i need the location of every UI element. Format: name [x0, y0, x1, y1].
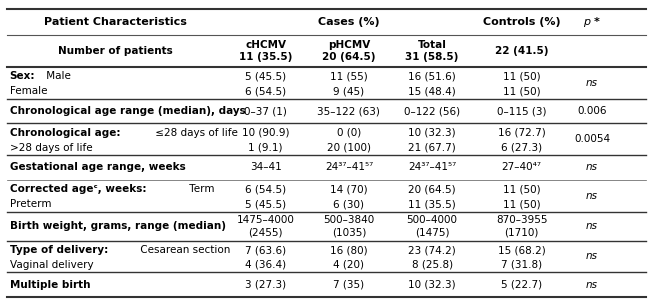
Text: 16 (80): 16 (80) [330, 245, 368, 255]
Text: Number of patients: Number of patients [58, 46, 172, 56]
Text: 35–122 (63): 35–122 (63) [317, 106, 380, 116]
Text: >28 days of life: >28 days of life [10, 143, 92, 153]
Text: 5 (45.5): 5 (45.5) [245, 199, 286, 209]
Text: 11 (55): 11 (55) [330, 72, 368, 82]
Text: 6 (54.5): 6 (54.5) [245, 184, 286, 194]
Text: 1 (9.1): 1 (9.1) [248, 143, 283, 153]
Text: 0–115 (3): 0–115 (3) [497, 106, 547, 116]
Text: 10 (90.9): 10 (90.9) [242, 128, 289, 138]
Text: 0–122 (56): 0–122 (56) [404, 106, 460, 116]
Text: Sex:: Sex: [10, 72, 35, 82]
Text: Patient Characteristics: Patient Characteristics [44, 17, 187, 27]
Text: 34–41: 34–41 [250, 162, 281, 172]
Text: 11 (35.5): 11 (35.5) [408, 199, 456, 209]
Text: ns: ns [586, 251, 598, 261]
Text: ns: ns [586, 280, 598, 290]
Text: ns: ns [586, 78, 598, 88]
Text: 11 (50): 11 (50) [503, 199, 541, 209]
Text: Preterm: Preterm [10, 199, 51, 209]
Text: 5 (22.7): 5 (22.7) [501, 280, 542, 290]
Text: Male: Male [42, 72, 71, 82]
Text: 20 (100): 20 (100) [327, 143, 371, 153]
Text: Term: Term [186, 184, 214, 194]
Text: 14 (70): 14 (70) [330, 184, 368, 194]
Text: 27–40⁴⁷: 27–40⁴⁷ [502, 162, 542, 172]
Text: 15 (68.2): 15 (68.2) [498, 245, 545, 255]
Text: Type of delivery:: Type of delivery: [10, 245, 108, 255]
Text: Female: Female [10, 86, 47, 96]
Text: Chronological age:: Chronological age: [10, 128, 120, 138]
Text: 3 (27.3): 3 (27.3) [245, 280, 286, 290]
Text: 870–3955
(1710): 870–3955 (1710) [496, 215, 547, 237]
Text: 24³⁷–41⁵⁷: 24³⁷–41⁵⁷ [325, 162, 373, 172]
Text: Controls (%): Controls (%) [483, 17, 560, 27]
Text: ns: ns [586, 162, 598, 172]
Text: 7 (35): 7 (35) [333, 280, 364, 290]
Text: Vaginal delivery: Vaginal delivery [10, 260, 93, 270]
Text: Corrected ageᶜ, weeks:: Corrected ageᶜ, weeks: [10, 184, 146, 194]
Text: 6 (54.5): 6 (54.5) [245, 86, 286, 96]
Text: 11 (50): 11 (50) [503, 72, 541, 82]
Text: 8 (25.8): 8 (25.8) [411, 260, 453, 270]
Text: 4 (36.4): 4 (36.4) [245, 260, 286, 270]
Text: pHCMV
20 (64.5): pHCMV 20 (64.5) [322, 40, 375, 62]
Text: 24³⁷–41⁵⁷: 24³⁷–41⁵⁷ [408, 162, 456, 172]
Text: cHCMV
11 (35.5): cHCMV 11 (35.5) [239, 40, 293, 62]
Text: Multiple birth: Multiple birth [10, 280, 90, 290]
Text: 16 (72.7): 16 (72.7) [498, 128, 545, 138]
Text: 0.006: 0.006 [577, 106, 607, 116]
Text: 10 (32.3): 10 (32.3) [408, 128, 456, 138]
Text: 0–37 (1): 0–37 (1) [244, 106, 287, 116]
Text: 500–3840
(1035): 500–3840 (1035) [323, 215, 375, 237]
Text: 21 (67.7): 21 (67.7) [408, 143, 456, 153]
Text: 10 (32.3): 10 (32.3) [408, 280, 456, 290]
Text: 20 (64.5): 20 (64.5) [408, 184, 456, 194]
Text: 23 (74.2): 23 (74.2) [408, 245, 456, 255]
Text: ns: ns [586, 191, 598, 201]
Text: ≤28 days of life: ≤28 days of life [152, 128, 238, 138]
Text: 22 (41.5): 22 (41.5) [495, 46, 549, 56]
Text: $p$ *: $p$ * [582, 15, 601, 29]
Text: 6 (27.3): 6 (27.3) [501, 143, 542, 153]
Text: Cesarean section: Cesarean section [136, 245, 230, 255]
Text: Total
31 (58.5): Total 31 (58.5) [406, 40, 459, 62]
Text: 9 (45): 9 (45) [333, 86, 364, 96]
Text: 0.0054: 0.0054 [574, 134, 610, 144]
Text: 0 (0): 0 (0) [337, 128, 361, 138]
Text: Gestational age range, weeks: Gestational age range, weeks [10, 162, 185, 172]
Text: 6 (30): 6 (30) [334, 199, 364, 209]
Text: 11 (50): 11 (50) [503, 86, 541, 96]
Text: ns: ns [586, 221, 598, 231]
Text: 5 (45.5): 5 (45.5) [245, 72, 286, 82]
Text: 500–4000
(1475): 500–4000 (1475) [407, 215, 458, 237]
Text: 1475–4000
(2455): 1475–4000 (2455) [237, 215, 295, 237]
Text: 15 (48.4): 15 (48.4) [408, 86, 456, 96]
Text: 7 (31.8): 7 (31.8) [501, 260, 542, 270]
Text: Birth weight, grams, range (median): Birth weight, grams, range (median) [10, 221, 226, 231]
Text: Cases (%): Cases (%) [318, 17, 379, 27]
Text: Chronological age range (median), days: Chronological age range (median), days [10, 106, 246, 116]
Text: 4 (20): 4 (20) [334, 260, 364, 270]
Text: 16 (51.6): 16 (51.6) [408, 72, 456, 82]
Text: 11 (50): 11 (50) [503, 184, 541, 194]
Text: 7 (63.6): 7 (63.6) [245, 245, 286, 255]
